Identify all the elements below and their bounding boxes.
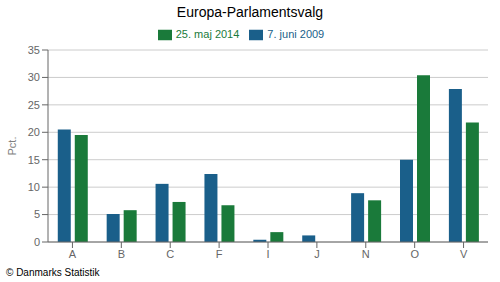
svg-text:I: I [266, 248, 269, 260]
svg-text:N: N [362, 248, 370, 260]
svg-text:35: 35 [28, 44, 40, 56]
svg-text:0: 0 [34, 236, 40, 248]
svg-text:10: 10 [28, 181, 40, 193]
svg-text:C: C [166, 248, 174, 260]
html-text:7. juni 2009: 7. juni 2009 [267, 28, 325, 40]
svg-text:J: J [314, 248, 320, 260]
svg-text:A: A [69, 248, 77, 260]
html-text:© Danmarks Statistik: © Danmarks Statistik [6, 267, 100, 278]
svg-text:5: 5 [34, 208, 40, 220]
svg-text:B: B [118, 248, 125, 260]
svg-text:O: O [410, 248, 419, 260]
svg-text:15: 15 [28, 154, 40, 166]
svg-text:30: 30 [28, 71, 40, 83]
svg-text:25: 25 [28, 99, 40, 111]
svg-text:Pct.: Pct. [8, 137, 18, 156]
svg-text:F: F [216, 248, 223, 260]
svg-text:V: V [460, 248, 468, 260]
html-text:25. maj 2014: 25. maj 2014 [175, 28, 240, 40]
svg-text:20: 20 [28, 126, 40, 138]
html-text:Europa-Parlamentsvalg: Europa-Parlamentsvalg [176, 4, 324, 20]
